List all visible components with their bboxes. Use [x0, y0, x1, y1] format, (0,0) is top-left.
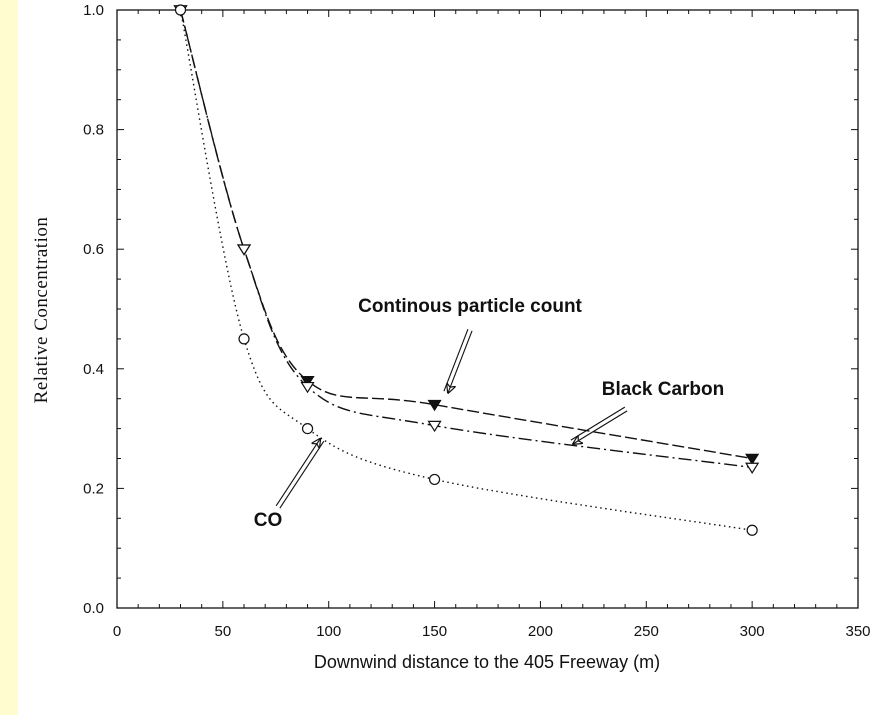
y-tick-label: 0.2 — [83, 480, 104, 497]
annotation-black-carbon: Black Carbon — [602, 379, 724, 400]
data-point-continous-particle-count — [300, 375, 315, 388]
annotation-arrow — [573, 410, 628, 444]
y-tick-labels: 0.0 0.2 0.4 0.6 0.8 1.0 — [83, 2, 104, 617]
y-axis-title: Relative Concentration — [31, 217, 52, 404]
y-tick-label: 0.0 — [83, 600, 104, 617]
data-point-black-carbon — [300, 381, 315, 394]
axis-ticks — [116, 9, 859, 609]
y-tick-label: 0.6 — [83, 241, 104, 258]
data-point-co — [301, 423, 314, 435]
annotation-arrow — [443, 329, 469, 392]
data-point-black-carbon — [745, 462, 760, 475]
annotation-arrow — [448, 330, 473, 393]
x-tick-label: 100 — [316, 623, 341, 640]
y-tick-label: 0.4 — [83, 361, 104, 378]
x-tick-label: 50 — [215, 623, 232, 640]
x-tick-label: 250 — [634, 623, 659, 640]
data-point-continous-particle-count — [745, 453, 760, 466]
x-tick-label: 0 — [113, 623, 121, 640]
data-point-co — [238, 333, 250, 345]
series-layer — [173, 4, 760, 536]
annotation-arrow — [279, 440, 325, 509]
annotations: Continous particle count Black Carbon CO — [254, 296, 724, 531]
y-tick-label: 0.8 — [83, 122, 104, 139]
x-axis-title: Downwind distance to the 405 Freeway (m) — [314, 652, 660, 672]
plot-area — [116, 9, 859, 609]
annotation-arrow — [570, 406, 626, 441]
data-point-black-carbon — [427, 420, 442, 433]
data-point-co — [746, 524, 758, 536]
x-tick-label: 150 — [422, 623, 447, 640]
x-tick-label: 200 — [528, 623, 553, 640]
annotation-continous-particle-count: Continous particle count — [358, 296, 582, 317]
x-tick-label: 300 — [740, 623, 765, 640]
data-point-black-carbon — [236, 244, 252, 256]
x-tick-labels: 0 50 100 150 200 250 300 350 — [113, 623, 871, 640]
x-tick-label: 350 — [845, 623, 870, 640]
data-point-co — [174, 4, 187, 16]
data-point-continous-particle-count — [427, 399, 442, 412]
annotation-co: CO — [254, 510, 283, 531]
annotation-arrow — [275, 439, 320, 507]
data-point-co — [428, 473, 441, 486]
y-tick-label: 1.0 — [83, 2, 104, 19]
